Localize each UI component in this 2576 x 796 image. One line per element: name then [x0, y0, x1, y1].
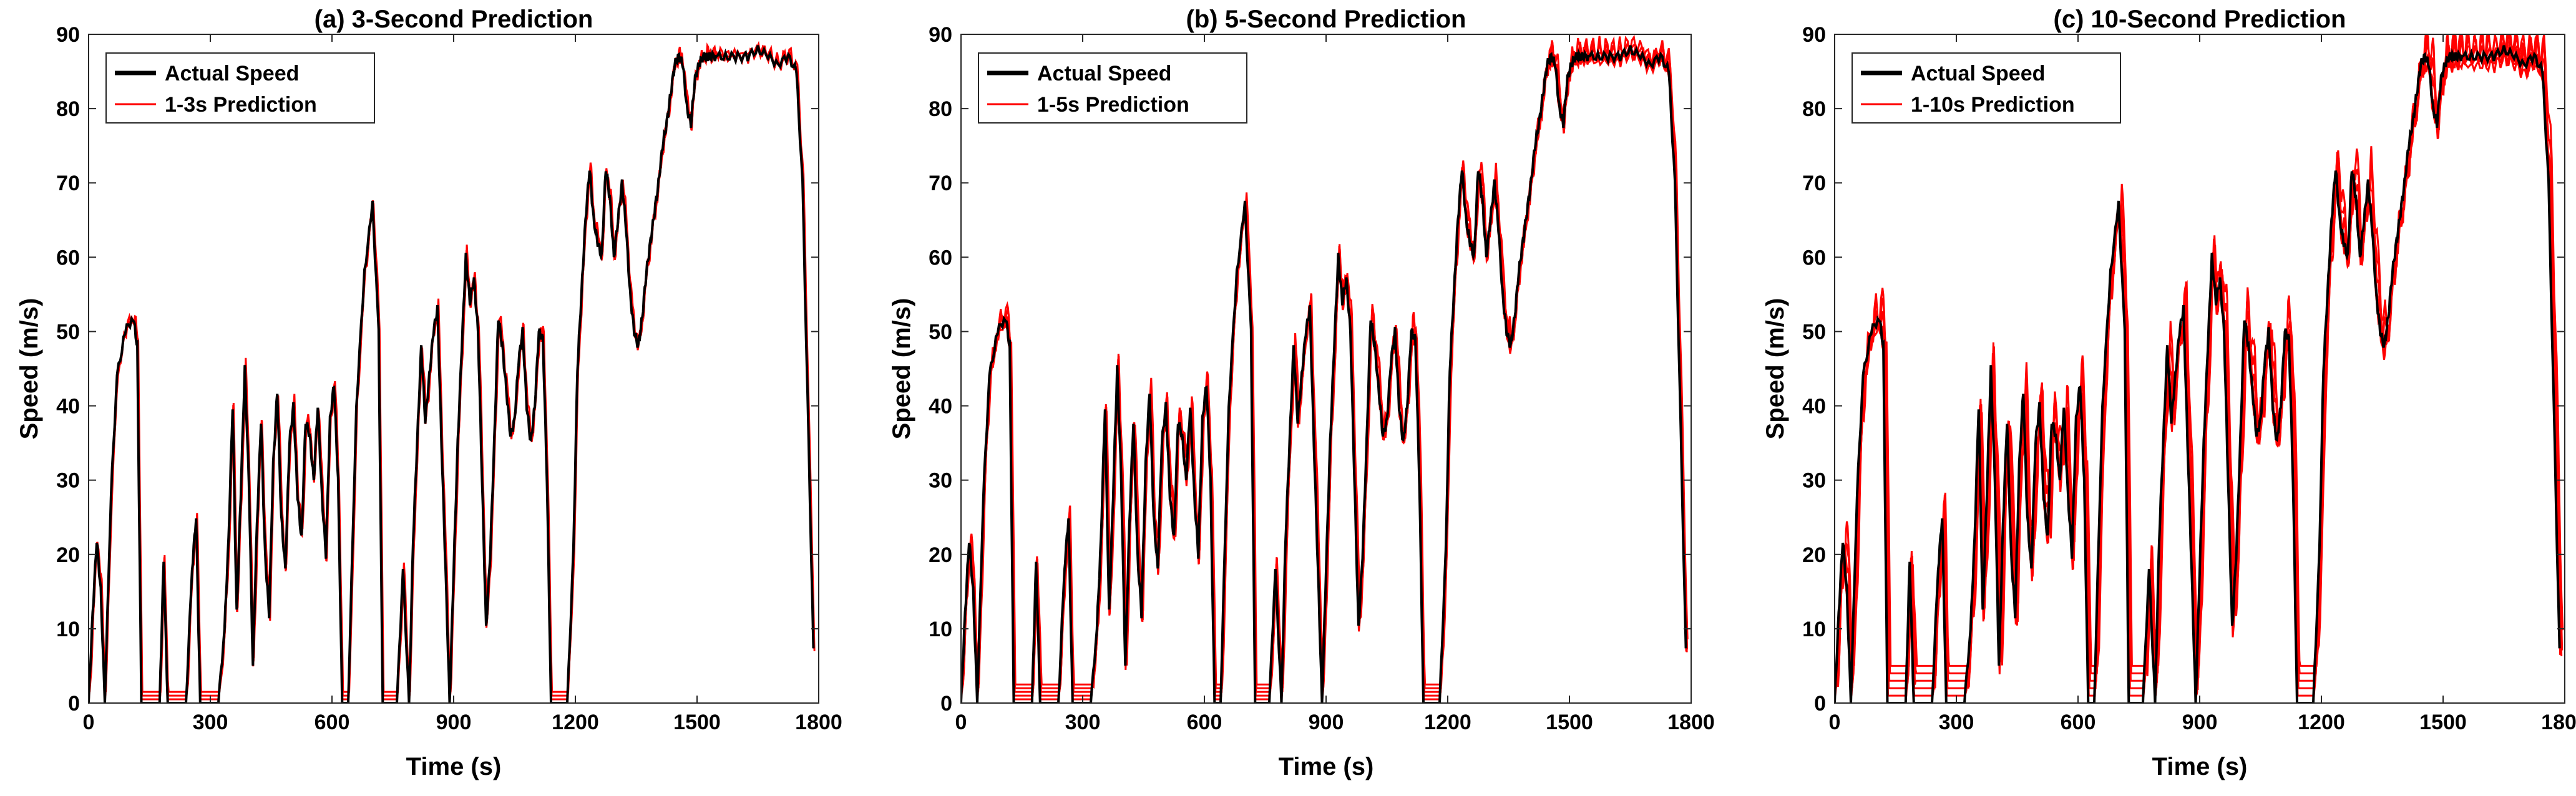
chart-title: (b) 5-Second Prediction	[1186, 6, 1466, 33]
y-tick-label: 30	[1802, 469, 1826, 493]
y-tick-label: 50	[1802, 320, 1826, 344]
y-tick-label: 10	[1802, 618, 1826, 641]
chart-title: (c) 10-Second Prediction	[2054, 6, 2346, 33]
y-tick-label: 0	[68, 692, 80, 716]
y-tick-label: 40	[1802, 395, 1826, 419]
legend-box	[978, 52, 1247, 124]
legend-entry: Actual Speed	[165, 62, 299, 85]
y-tick-label: 10	[929, 618, 952, 641]
x-tick-label: 300	[1065, 711, 1101, 734]
y-axis-label: Speed (m/s)	[16, 298, 43, 440]
y-tick-label: 40	[929, 395, 952, 419]
x-tick-label: 1500	[1546, 711, 1593, 734]
y-tick-label: 60	[929, 246, 952, 269]
legend-entry: 1-10s Prediction	[1911, 93, 2075, 117]
x-tick-label: 1800	[1667, 711, 1715, 734]
y-tick-label: 50	[929, 320, 952, 344]
legend-entry: Actual Speed	[1037, 62, 1171, 85]
x-tick-label: 900	[1309, 711, 1344, 734]
plot-area	[89, 41, 816, 703]
x-tick-label: 0	[955, 711, 967, 734]
y-tick-label: 20	[929, 543, 952, 567]
plot-area	[961, 34, 1689, 703]
legend-box	[105, 52, 375, 124]
y-tick-label: 80	[56, 97, 80, 121]
y-tick-label: 40	[56, 395, 80, 419]
y-tick-label: 60	[56, 246, 80, 269]
legend-entry: 1-5s Prediction	[1037, 93, 1189, 117]
y-tick-label: 50	[56, 320, 80, 344]
legend-entry: 1-3s Prediction	[165, 93, 317, 117]
y-tick-label: 60	[1802, 246, 1826, 269]
x-tick-label: 600	[2061, 711, 2096, 734]
y-tick-label: 90	[929, 23, 952, 47]
y-tick-label: 70	[56, 172, 80, 195]
chart-title: (a) 3-Second Prediction	[315, 6, 593, 33]
actual-speed-line	[1835, 45, 2561, 703]
x-axis-label: Time (s)	[406, 753, 502, 780]
y-tick-label: 20	[56, 543, 80, 567]
x-tick-label: 0	[1829, 711, 1841, 734]
y-tick-label: 70	[1802, 172, 1826, 195]
y-tick-label: 80	[1802, 97, 1826, 121]
legend: Actual Speed 1-5s Prediction	[978, 52, 1247, 124]
y-axis-label: Speed (m/s)	[1762, 298, 1789, 440]
y-tick-label: 0	[1814, 692, 1826, 716]
legend: Actual Speed 1-3s Prediction	[105, 52, 375, 124]
actual-speed-line	[89, 45, 815, 703]
x-tick-label: 900	[2182, 711, 2218, 734]
actual-speed-line	[961, 45, 1687, 703]
y-tick-label: 80	[929, 97, 952, 121]
y-tick-label: 0	[940, 692, 952, 716]
legend-entry: Actual Speed	[1911, 62, 2045, 85]
x-tick-label: 0	[83, 711, 95, 734]
plot-area	[1835, 34, 2564, 703]
x-tick-label: 1200	[552, 711, 599, 734]
y-tick-label: 90	[1802, 23, 1826, 47]
legend: Actual Speed 1-10s Prediction	[1852, 52, 2121, 124]
y-tick-label: 10	[56, 618, 80, 641]
legend-box	[1852, 52, 2121, 124]
x-tick-label: 600	[315, 711, 350, 734]
x-tick-label: 900	[436, 711, 472, 734]
x-axis-label: Time (s)	[1279, 753, 1374, 780]
y-tick-label: 30	[929, 469, 952, 493]
y-axis-label: Speed (m/s)	[888, 298, 915, 440]
x-tick-label: 1200	[1424, 711, 1471, 734]
x-tick-label: 300	[1939, 711, 1974, 734]
y-tick-label: 70	[929, 172, 952, 195]
x-axis-label: Time (s)	[2152, 753, 2248, 780]
x-tick-label: 300	[193, 711, 228, 734]
y-tick-label: 90	[56, 23, 80, 47]
y-tick-label: 20	[1802, 543, 1826, 567]
y-tick-label: 30	[56, 469, 80, 493]
x-tick-label: 1500	[2419, 711, 2467, 734]
x-tick-label: 600	[1187, 711, 1222, 734]
x-tick-label: 1200	[2298, 711, 2345, 734]
x-tick-label: 1500	[673, 711, 721, 734]
prediction-line-5	[962, 34, 1689, 689]
x-tick-label: 1800	[2541, 711, 2576, 734]
x-tick-label: 1800	[795, 711, 842, 734]
